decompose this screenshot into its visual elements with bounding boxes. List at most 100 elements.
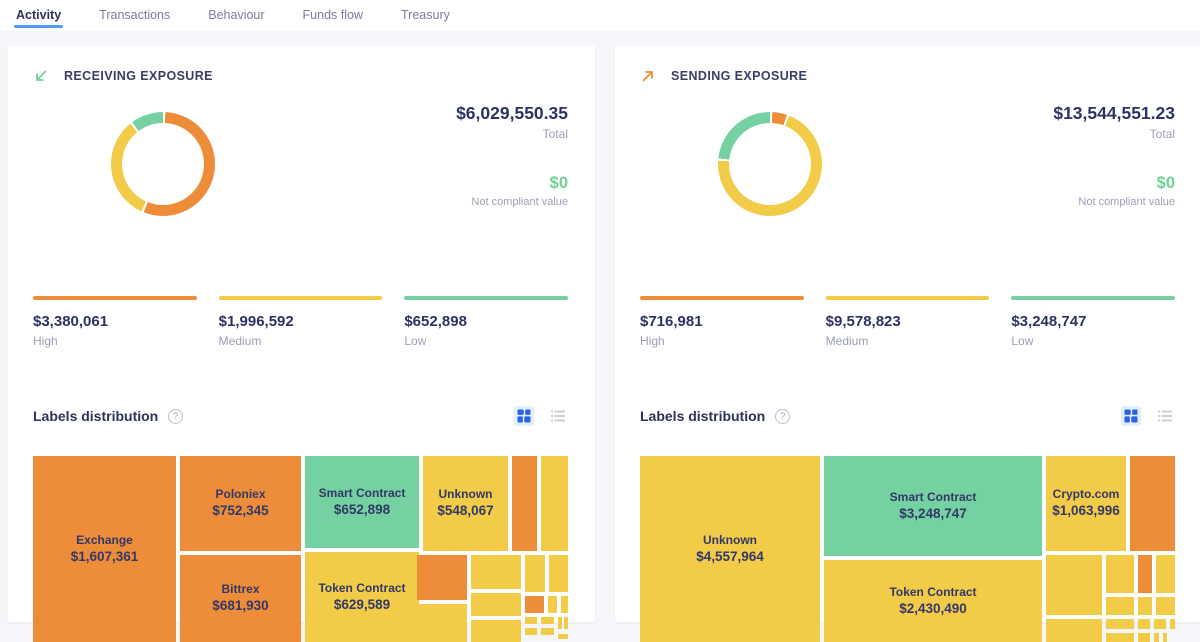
not-compliant-value: $0 — [1156, 174, 1175, 192]
risk-donut-chart[interactable] — [111, 112, 215, 216]
treemap-tile-small[interactable] — [564, 617, 568, 629]
treemap-tile-small[interactable] — [525, 596, 544, 613]
total-label: Total — [542, 127, 568, 141]
treemap-tile[interactable]: Exchange $1,607,361 — [33, 456, 176, 642]
receiving-panel-header: RECEIVING EXPOSURE — [33, 64, 568, 88]
tile-label: Token Contract — [318, 580, 406, 595]
treemap-tile-small[interactable] — [558, 634, 568, 639]
tile-label: Exchange — [76, 532, 133, 547]
treemap-tile[interactable]: Smart Contract $652,898 — [305, 456, 419, 548]
total-value: $6,029,550.35 — [456, 103, 568, 123]
help-icon[interactable] — [168, 408, 184, 424]
risk-bar — [33, 296, 197, 300]
view-toggle — [514, 406, 568, 426]
risk-col-medium: $1,996,592 Medium — [218, 296, 383, 348]
tab-treasury[interactable]: Treasury — [401, 8, 450, 22]
treemap-tile-small[interactable] — [1130, 456, 1175, 551]
treemap-tile-small[interactable] — [548, 596, 557, 613]
treemap-tile[interactable]: Crypto.com $1,063,996 — [1046, 456, 1126, 551]
treemap-tile-small[interactable] — [471, 593, 521, 616]
tile-label: Poloniex — [215, 487, 266, 502]
risk-bar — [404, 296, 569, 300]
treemap-tile-small[interactable] — [1163, 633, 1167, 642]
receiving-exposure-panel: RECEIVING EXPOSURE $6,029,550.35 Total $… — [8, 46, 595, 642]
exposure-totals: $13,544,551.23 Total $0 Not compliant va… — [1053, 98, 1175, 268]
help-icon[interactable] — [775, 408, 791, 424]
tile-value: $4,557,964 — [696, 548, 764, 564]
treemap-tile[interactable]: Bittrex $681,930 — [180, 555, 301, 642]
treemap-tile-small[interactable] — [541, 456, 568, 551]
sending-panel-header: SENDING EXPOSURE — [640, 64, 1175, 88]
not-compliant-value: $0 — [549, 174, 568, 192]
risk-level-label: Medium — [825, 334, 869, 348]
labels-distribution-title: Labels distribution — [640, 408, 766, 424]
treemap-tile-small[interactable] — [512, 456, 537, 551]
treemap-tile-small[interactable] — [1156, 597, 1175, 615]
tab-transactions[interactable]: Transactions — [99, 8, 171, 22]
treemap-tile-small[interactable] — [1106, 555, 1134, 593]
risk-col-low: $3,248,747 Low — [1011, 296, 1176, 348]
treemap-tile-small[interactable] — [417, 555, 467, 600]
tab-behaviour[interactable]: Behaviour — [208, 8, 265, 22]
treemap-tile-small[interactable] — [1106, 597, 1134, 615]
treemap-tile-small[interactable] — [1138, 597, 1152, 615]
treemap-tile-small[interactable] — [1156, 555, 1175, 593]
treemap-tile[interactable]: Poloniex $752,345 — [180, 456, 301, 551]
treemap-tile[interactable]: Smart Contract $3,248,747 — [824, 456, 1042, 556]
risk-level-label: Low — [404, 334, 427, 348]
labels-distribution-header: Labels distribution — [33, 406, 568, 426]
tile-value: $652,898 — [333, 501, 391, 517]
risk-bar — [218, 296, 383, 300]
labels-distribution-header: Labels distribution — [640, 406, 1175, 426]
risk-value: $716,981 — [640, 313, 703, 330]
treemap-tile-small[interactable] — [471, 555, 521, 589]
treemap-tile-small[interactable] — [1046, 555, 1102, 615]
exposure-totals: $6,029,550.35 Total $0 Not compliant val… — [456, 98, 568, 268]
treemap-tile[interactable]: Unknown $548,067 — [423, 456, 508, 551]
treemap-tile[interactable]: Token Contract $629,589 — [305, 552, 419, 642]
treemap-tile-small[interactable] — [561, 596, 568, 613]
list-view-icon[interactable] — [1155, 406, 1175, 426]
treemap-view-icon[interactable] — [1121, 406, 1141, 426]
treemap-tile-small[interactable] — [1046, 619, 1102, 642]
treemap-tile-small[interactable] — [525, 628, 537, 635]
treemap-tile-small[interactable] — [1154, 633, 1159, 642]
risk-breakdown-row: $716,981 High $9,578,823 Medium $3,248,7… — [640, 296, 1176, 348]
treemap-view-icon[interactable] — [514, 406, 534, 426]
treemap-tile-small[interactable] — [1106, 633, 1134, 642]
risk-col-medium: $9,578,823 Medium — [825, 296, 990, 348]
treemap-tile-small[interactable] — [558, 617, 562, 629]
treemap-tile-small[interactable] — [541, 628, 554, 635]
risk-bar — [1011, 296, 1176, 300]
arrow-up-right-icon — [640, 68, 656, 84]
tile-value: $2,430,490 — [899, 600, 967, 616]
treemap-tile-small[interactable] — [1138, 555, 1152, 593]
tab-activity[interactable]: Activity — [14, 0, 64, 28]
treemap-tile-small[interactable] — [525, 555, 545, 592]
view-toggle — [1121, 406, 1175, 426]
treemap-tile[interactable]: Unknown $4,557,964 — [640, 456, 820, 642]
tab-funds-flow[interactable]: Funds flow — [302, 8, 363, 22]
treemap-tile-small[interactable] — [549, 555, 568, 592]
risk-value: $9,578,823 — [825, 313, 901, 330]
risk-col-low: $652,898 Low — [404, 296, 569, 348]
panel-title: SENDING EXPOSURE — [671, 69, 808, 83]
tile-label: Unknown — [703, 532, 757, 547]
treemap-tile[interactable]: Token Contract $2,430,490 — [824, 560, 1042, 642]
risk-donut-chart[interactable] — [718, 112, 822, 216]
treemap-tile-small[interactable] — [417, 604, 467, 642]
risk-level-label: High — [33, 334, 58, 348]
risk-value: $3,380,061 — [33, 313, 109, 330]
tile-value: $752,345 — [212, 503, 269, 519]
treemap-tile-small[interactable] — [471, 620, 521, 642]
risk-level-label: High — [640, 334, 665, 348]
list-view-icon[interactable] — [548, 406, 568, 426]
treemap-tile-small[interactable] — [1138, 633, 1150, 642]
total-value: $13,544,551.23 — [1053, 103, 1175, 123]
receiving-exposure-summary: $6,029,550.35 Total $0 Not compliant val… — [33, 98, 568, 268]
risk-level-label: Medium — [218, 334, 262, 348]
labels-distribution-title: Labels distribution — [33, 408, 159, 424]
tile-label: Smart Contract — [889, 489, 977, 504]
tile-label: Smart Contract — [318, 485, 406, 500]
tab-bar: Activity Transactions Behaviour Funds fl… — [0, 0, 1200, 31]
